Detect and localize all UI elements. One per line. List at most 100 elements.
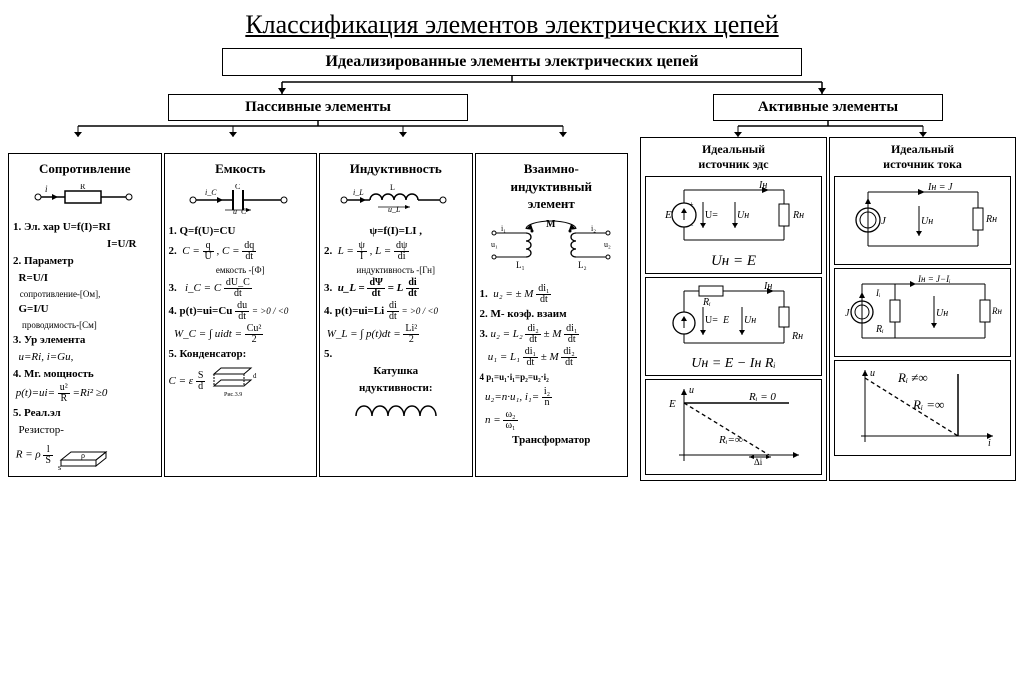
emf-circuit-real: Rᵢ Rн U=E Uн Iн Uн = E − Iн Rᵢ	[645, 277, 822, 376]
svg-text:Δi: Δi	[754, 457, 763, 467]
svg-text:L: L	[390, 184, 395, 192]
col-mutual: Взаимно- индуктивный элемент M L₁	[475, 153, 629, 477]
svg-text:C: C	[235, 184, 240, 191]
svg-text:d: d	[253, 372, 257, 380]
svg-text:Rн: Rн	[991, 306, 1002, 316]
tree-connector-root	[62, 76, 962, 94]
c-l2note: емкость -[Ф]	[169, 264, 313, 276]
svg-text:u₁: u₁	[491, 240, 498, 249]
passive-header: Пассивные элементы	[168, 94, 468, 121]
capacitance-title: Емкость	[169, 160, 313, 178]
r-l5a: Резистор-	[19, 424, 64, 436]
current-circuit-ideal: J Rн Iн = J Uн	[834, 176, 1011, 265]
c-l5: 5. Конденсатор:	[169, 348, 247, 360]
svg-text:Rн: Rн	[791, 331, 803, 342]
svg-text:u₂: u₂	[604, 240, 611, 249]
inductance-title: Индуктивность	[324, 160, 468, 178]
svg-text:E: E	[722, 315, 729, 326]
svg-text:ρ: ρ	[81, 451, 85, 460]
r-l3: 3. Ур элемента	[13, 334, 85, 346]
active-branch: Активные элементы Идеальныйисточник эдс …	[640, 94, 1016, 481]
svg-text:+: +	[689, 200, 694, 209]
r-l2b-note: проводимость-[См]	[22, 320, 97, 330]
svg-text:u_C: u_C	[233, 207, 247, 214]
svg-text:i₁: i₁	[501, 224, 506, 233]
svg-text:Rᵢ = 0: Rᵢ = 0	[748, 391, 776, 403]
active-header: Активные элементы	[713, 94, 943, 121]
l-l3: 3.	[324, 282, 332, 294]
current-circuit-real: J Rᵢ Iᵢ Rн Iн = J−Iᵢ Uн	[834, 268, 1011, 357]
svg-text:Rᵢ =∞: Rᵢ =∞	[912, 397, 944, 412]
svg-text:J: J	[845, 308, 850, 319]
r-l5: 5. Реал.эл	[13, 407, 61, 419]
svg-text:E: E	[668, 398, 676, 410]
col-current-source: Идеальныйисточник тока J Rн Iн = J	[829, 137, 1016, 481]
col-capacitance: Емкость C i_C u_C	[164, 153, 318, 477]
tree-connector-active	[648, 121, 1008, 137]
svg-text:Uн: Uн	[737, 210, 749, 221]
capacitor-3d-icon: d Рис.3.9	[209, 364, 259, 399]
m-l3: 3.	[480, 328, 488, 340]
r-l2: 2. Параметр	[13, 255, 74, 267]
svg-text:i: i	[988, 438, 991, 449]
svg-text:U=: U=	[705, 315, 718, 326]
emf-eq2: Uн = E − Iн Rᵢ	[649, 356, 818, 372]
svg-text:Рис.3.9: Рис.3.9	[224, 392, 242, 398]
resistance-title: Сопротивление	[13, 160, 157, 178]
coil-icon	[324, 398, 468, 425]
r-l4a-t: =Ri² ≥0	[73, 387, 108, 399]
svg-text:−: −	[689, 221, 694, 230]
r-l1: 1. Эл. хар U=f(I)=RI	[13, 221, 111, 233]
svg-text:s: s	[58, 463, 61, 470]
svg-text:Iн = J−Iᵢ: Iн = J−Iᵢ	[917, 274, 951, 284]
coil-label2: ндуктивности:	[359, 382, 433, 394]
l-l5: 5.	[324, 348, 332, 360]
l-l2note: индуктивность -[Гн]	[324, 264, 468, 276]
r-l2a-note: сопротивление-[Ом],	[20, 289, 101, 299]
svg-text:Rᵢ: Rᵢ	[875, 324, 884, 335]
c-l3: 3.	[169, 282, 177, 294]
svg-text:L₂: L₂	[578, 260, 587, 270]
emf-circuit-ideal: +− E Rн U= Uн Iн	[645, 176, 822, 274]
svg-text:i: i	[45, 184, 48, 194]
c-l2: 2.	[169, 245, 180, 257]
transformer-label: Трансформатор	[512, 434, 590, 446]
r-l4: 4. Мг. мощность	[13, 368, 94, 380]
svg-text:Uн: Uн	[921, 216, 933, 227]
coil-label: Катушка	[373, 365, 418, 377]
svg-text:i_L: i_L	[353, 188, 364, 197]
r-l3a: u=Ri, i=Gu,	[19, 351, 74, 363]
svg-text:Uн: Uн	[936, 308, 948, 319]
col-emf: Идеальныйисточник эдс +− E Rн U=	[640, 137, 827, 481]
inductor-symbol: L i_L u_L	[324, 184, 468, 219]
svg-text:Rн: Rн	[985, 214, 997, 225]
page-title: Классификация элементов электрических це…	[8, 10, 1016, 40]
col-resistance: Сопротивление R i 1. Эл. хар U=f(I)=RI I…	[8, 153, 162, 477]
svg-text:u: u	[689, 385, 694, 396]
r-l2a: R=U/I	[19, 272, 49, 284]
svg-text:Rᵢ=∞: Rᵢ=∞	[718, 434, 743, 446]
capacitor-symbol: C i_C u_C	[169, 184, 313, 219]
svg-text:E: E	[664, 209, 672, 221]
svg-text:Rᵢ ≠∞: Rᵢ ≠∞	[897, 370, 928, 385]
svg-text:i_C: i_C	[205, 188, 217, 197]
svg-text:J: J	[881, 215, 887, 227]
passive-branch: Пассивные элементы Сопротивление R	[8, 94, 628, 477]
svg-text:L₁: L₁	[516, 260, 525, 270]
resistor-symbol: R i	[13, 184, 157, 215]
root-box: Идеализированные элементы электрических …	[222, 48, 802, 76]
m-l1: 1.	[480, 289, 488, 301]
m-l4: 4 p₁=u₁·i₁=p₂=u₂·i₂	[480, 372, 549, 382]
svg-text:R: R	[80, 184, 86, 191]
emf-iv-graph: u Rᵢ = 0 E Rᵢ=∞ Δi	[645, 379, 822, 475]
col-inductance: Индуктивность L i_L u_L	[319, 153, 473, 477]
l-l2: 2.	[324, 245, 332, 257]
l-l4: 4. p(t)=ui=Li	[324, 305, 384, 317]
svg-text:Uн: Uн	[744, 315, 756, 326]
svg-text:Iᵢ: Iᵢ	[875, 288, 881, 298]
r-l1b: I=U/R	[107, 238, 137, 250]
svg-text:Rᵢ: Rᵢ	[702, 297, 711, 308]
c-l4: 4. p(t)=ui=Cu	[169, 305, 233, 317]
svg-text:Rн: Rн	[792, 210, 804, 221]
mutual-title: Взаимно- индуктивный элемент	[480, 160, 624, 213]
